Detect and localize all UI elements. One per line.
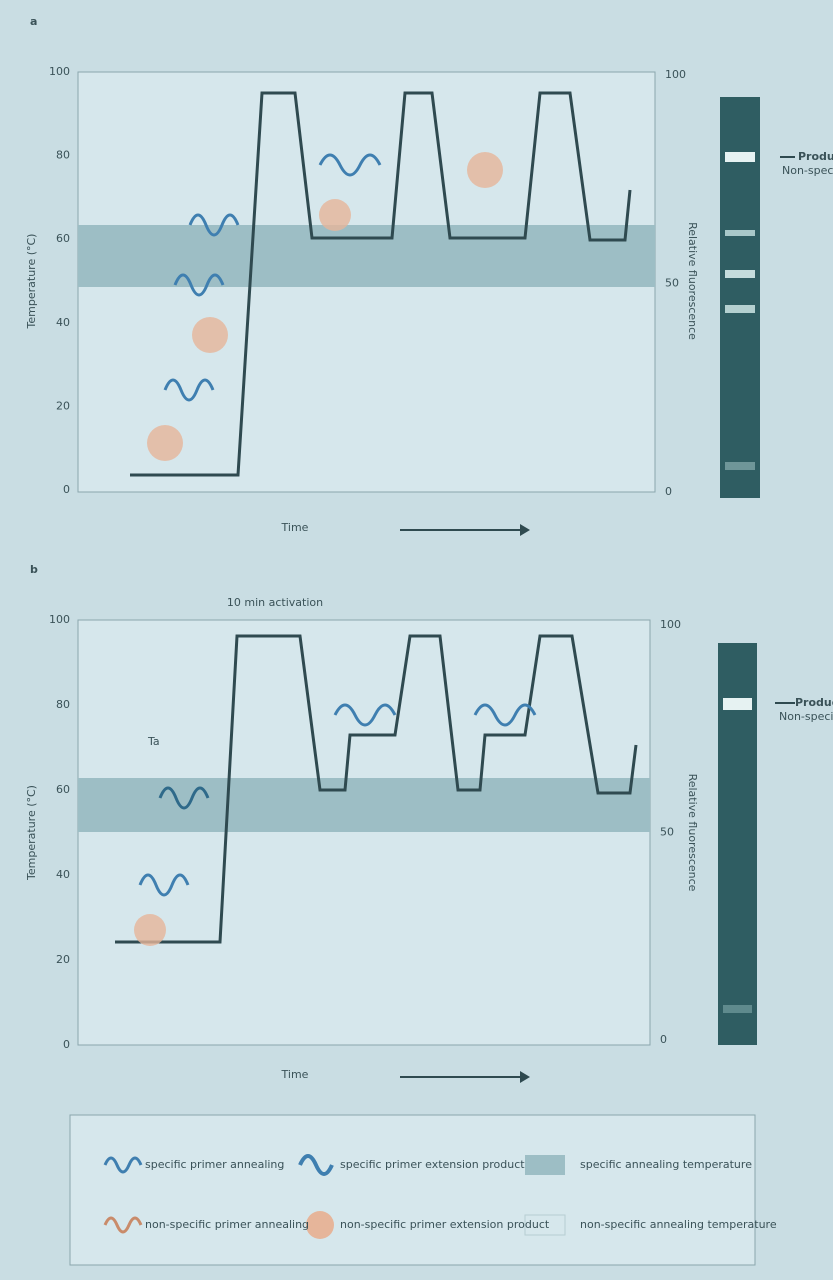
y2-tick-label: 50 <box>660 826 674 839</box>
x-axis-title: Time <box>281 1068 309 1081</box>
y-tick-label: 0 <box>63 1038 70 1051</box>
plot-area <box>78 620 650 1045</box>
band-label: Ta <box>147 735 160 748</box>
panel-label: b <box>30 563 38 576</box>
y-tick-label: 100 <box>49 65 70 78</box>
gel-band <box>725 152 755 162</box>
annotation: 10 min activation <box>227 596 323 609</box>
y-tick-label: 80 <box>56 149 70 162</box>
gel-band <box>725 305 755 313</box>
y2-axis-title: Relative fluorescence <box>686 774 699 892</box>
annealing-band <box>78 225 655 287</box>
y2-tick-label: 100 <box>660 618 681 631</box>
figure: a 0 20 40 60 80 100 0 50 100 Temperature (°C) Relat… <box>0 0 833 1276</box>
legend-box <box>70 1115 755 1265</box>
y-axis-title: Temperature (°C) <box>25 785 38 881</box>
legend-label: specific primer extension product <box>340 1158 525 1171</box>
y2-tick-label: 0 <box>665 485 672 498</box>
non-specific-product <box>147 425 183 461</box>
legend-label: non-specific primer extension product <box>340 1218 550 1231</box>
annealing-band <box>78 778 650 832</box>
panel-label: a <box>30 15 37 28</box>
y2-tick-label: 50 <box>665 277 679 290</box>
x-axis-title: Time <box>281 521 309 534</box>
y-tick-label: 100 <box>49 613 70 626</box>
legend-label: specific annealing temperature <box>580 1158 752 1171</box>
y-tick-label: 40 <box>56 868 70 881</box>
y-tick-label: 80 <box>56 698 70 711</box>
gel-label: Product <box>798 150 833 163</box>
non-specific-product <box>319 199 351 231</box>
gel-band <box>725 270 755 278</box>
gel-band <box>725 230 755 236</box>
non-specific-product <box>467 152 503 188</box>
y-tick-label: 60 <box>56 232 70 245</box>
y-tick-label: 20 <box>56 953 70 966</box>
legend-label: non-specific primer annealing <box>145 1218 309 1231</box>
legend-label: non-specific annealing temperature <box>580 1218 777 1231</box>
y2-tick-label: 100 <box>665 68 686 81</box>
y2-tick-label: 0 <box>660 1033 667 1046</box>
gel-band <box>725 462 755 470</box>
y-tick-label: 0 <box>63 483 70 496</box>
legend-icon <box>306 1211 334 1239</box>
y-axis-title: Temperature (°C) <box>25 234 38 330</box>
y-tick-label: 40 <box>56 316 70 329</box>
non-specific-product <box>134 914 166 946</box>
y2-axis-title: Relative fluorescence <box>686 222 699 340</box>
gel-band <box>723 1005 752 1013</box>
y-tick-label: 20 <box>56 399 70 412</box>
legend-icon <box>525 1155 565 1175</box>
legend-label: specific primer annealing <box>145 1158 284 1171</box>
y-tick-label: 60 <box>56 783 70 796</box>
non-specific-product <box>192 317 228 353</box>
gel-label: Product <box>795 696 833 709</box>
gel-band <box>723 698 752 710</box>
